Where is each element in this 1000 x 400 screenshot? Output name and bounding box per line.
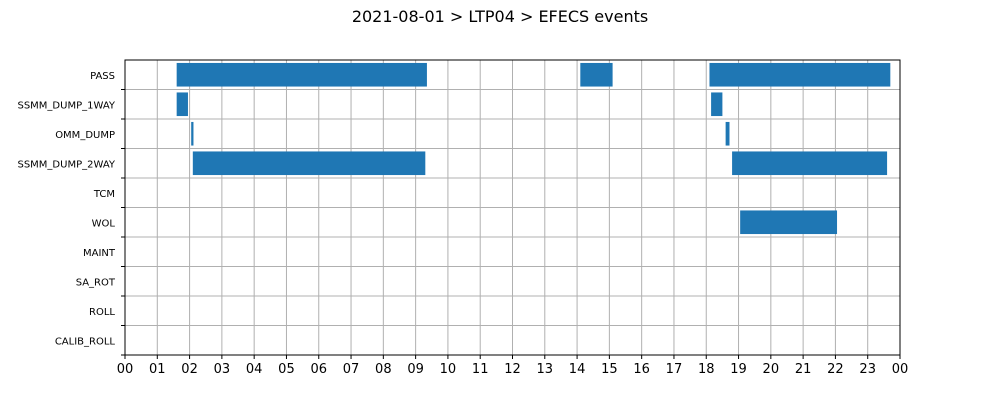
y-tick-label: ROLL bbox=[89, 307, 115, 318]
event-bar bbox=[740, 210, 838, 235]
y-tick-label: SSMM_DUMP_1WAY bbox=[17, 100, 115, 111]
x-tick-label: 04 bbox=[246, 362, 263, 377]
x-tick-label: 02 bbox=[181, 362, 198, 377]
x-axis: 00 01 02 03 04 05 06 07 08 09 10 11 12 13 14 15 16 17 18 19… bbox=[117, 355, 909, 377]
y-tick-label: SA_ROT bbox=[76, 277, 116, 288]
event-bar bbox=[732, 151, 888, 176]
x-tick-label: 22 bbox=[827, 362, 844, 377]
y-tick-label: PASS bbox=[90, 71, 115, 82]
x-tick-label: 10 bbox=[440, 362, 457, 377]
x-tick-label: 14 bbox=[569, 362, 586, 377]
x-tick-label: 05 bbox=[278, 362, 295, 377]
x-tick-label: 07 bbox=[343, 362, 360, 377]
x-tick-label: 03 bbox=[214, 362, 231, 377]
x-tick-label: 18 bbox=[698, 362, 715, 377]
x-tick-label: 15 bbox=[601, 362, 618, 377]
x-tick-label: 23 bbox=[859, 362, 876, 377]
event-bar bbox=[176, 92, 188, 117]
event-bar bbox=[725, 121, 730, 146]
event-bar bbox=[191, 121, 194, 146]
event-bar bbox=[580, 62, 613, 87]
y-tick-label: SSMM_DUMP_2WAY bbox=[17, 159, 115, 170]
x-tick-label: 12 bbox=[504, 362, 521, 377]
event-bar bbox=[711, 92, 723, 117]
x-tick-label: 21 bbox=[795, 362, 812, 377]
y-tick-label: TCM bbox=[93, 189, 115, 200]
x-tick-label: 01 bbox=[149, 362, 166, 377]
x-tick-label: 08 bbox=[375, 362, 392, 377]
chart-title: 2021-08-01 > LTP04 > EFECS events bbox=[352, 7, 648, 26]
x-tick-label: 16 bbox=[633, 362, 650, 377]
x-tick-label: 17 bbox=[666, 362, 683, 377]
x-tick-label: 11 bbox=[472, 362, 489, 377]
x-tick-label: 19 bbox=[730, 362, 747, 377]
x-tick-label: 09 bbox=[407, 362, 424, 377]
grid-lines bbox=[124, 60, 901, 355]
y-tick-label: WOL bbox=[92, 218, 116, 229]
x-tick-label: 20 bbox=[763, 362, 780, 377]
x-tick-label: 00 bbox=[117, 362, 134, 377]
y-tick-label: CALIB_ROLL bbox=[55, 336, 116, 347]
y-tick-label: OMM_DUMP bbox=[55, 130, 115, 141]
x-tick-label: 06 bbox=[310, 362, 327, 377]
event-bar bbox=[709, 62, 891, 87]
event-bars bbox=[176, 62, 891, 235]
event-bar bbox=[192, 151, 426, 176]
y-axis: PASS SSMM_DUMP_1WAY OMM_DUMP SSMM_DUMP_2WAY… bbox=[17, 71, 125, 356]
x-tick-label: 00 bbox=[892, 362, 909, 377]
event-bar bbox=[176, 62, 427, 87]
y-tick-label: MAINT bbox=[83, 248, 116, 259]
x-tick-label: 13 bbox=[537, 362, 554, 377]
